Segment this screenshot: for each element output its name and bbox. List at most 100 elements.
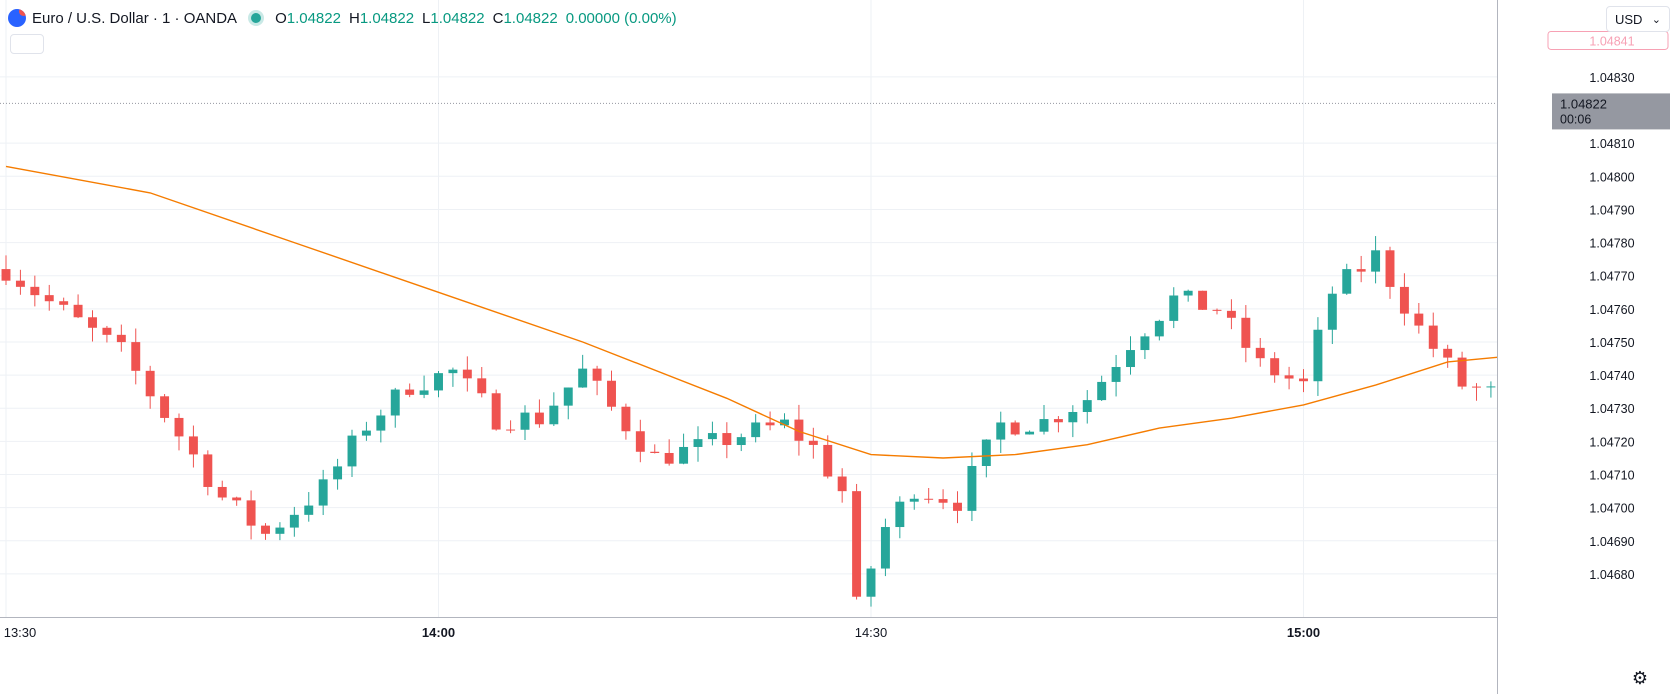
candle xyxy=(1111,354,1121,397)
candle-body xyxy=(1342,269,1352,294)
candle-body xyxy=(116,334,126,343)
low-value: 1.04822 xyxy=(430,9,485,27)
candle-body xyxy=(1097,381,1107,401)
candle-body xyxy=(59,301,69,305)
symbol-title[interactable]: Euro / U.S. Dollar · 1 · OANDA xyxy=(32,9,238,27)
candle-body xyxy=(1356,269,1366,272)
candle-body xyxy=(722,433,732,446)
candle xyxy=(1443,344,1453,368)
price-tick-label: 1.04700 xyxy=(1589,502,1634,516)
candle-body xyxy=(967,465,977,511)
candle xyxy=(1226,299,1236,330)
candle xyxy=(1270,352,1280,383)
candle xyxy=(909,494,919,510)
candle xyxy=(160,394,170,423)
candle-body xyxy=(160,396,170,418)
candle-body xyxy=(1226,310,1236,318)
candle-body xyxy=(246,500,256,526)
candle xyxy=(981,439,991,478)
candle-body xyxy=(1428,325,1438,349)
candle-body xyxy=(880,527,890,569)
candle-body xyxy=(924,498,934,500)
candle-body xyxy=(1126,350,1135,368)
time-axis-background xyxy=(0,617,1497,694)
candle xyxy=(261,523,270,540)
candle-body xyxy=(1111,367,1121,382)
candle-body xyxy=(1025,431,1035,435)
candle xyxy=(578,354,588,388)
chart-settings-button[interactable]: ⚙ xyxy=(1628,666,1652,690)
price-tick-label: 1.04710 xyxy=(1589,469,1634,483)
candles xyxy=(1,236,1678,607)
candle xyxy=(592,365,602,396)
candle xyxy=(1082,390,1092,424)
time-axis: 13:3014:0014:3015:0015:3016:0016:3017:00… xyxy=(0,617,1497,694)
market-status-icon[interactable] xyxy=(251,13,262,23)
price-tick-label: 1.04740 xyxy=(1589,369,1634,383)
candle xyxy=(1414,302,1424,334)
price-tick-label: 1.04780 xyxy=(1589,237,1634,251)
candle-body xyxy=(1443,348,1453,358)
price-axis: 1.04680 1.04690 1.04700 1.04710 1.04720 1.047… xyxy=(1497,0,1678,694)
candle-body xyxy=(1154,320,1164,337)
candle xyxy=(996,411,1006,453)
candle xyxy=(1154,319,1164,341)
candle xyxy=(347,429,357,477)
candle xyxy=(30,275,40,307)
candle xyxy=(1140,333,1150,360)
candle-body xyxy=(693,439,703,447)
price-tick-label: 1.04830 xyxy=(1589,71,1634,85)
candle-body xyxy=(823,444,833,477)
candle xyxy=(405,383,415,398)
candle xyxy=(44,284,54,311)
candle xyxy=(506,420,516,434)
candle-body xyxy=(751,422,761,438)
candle xyxy=(131,328,141,385)
candle-body xyxy=(736,437,746,446)
candle-body xyxy=(30,286,40,296)
candle xyxy=(664,439,674,466)
candle xyxy=(866,566,876,607)
candle xyxy=(1284,366,1294,390)
candle xyxy=(938,489,948,510)
candle xyxy=(621,403,631,440)
currency-selector[interactable]: USD ⌄ xyxy=(1606,6,1670,32)
close-label: C xyxy=(492,9,504,27)
candle-body xyxy=(938,499,948,503)
candle xyxy=(1428,312,1438,358)
candle-body xyxy=(73,304,83,318)
price-tick-label: 1.04810 xyxy=(1589,137,1634,151)
candle-body xyxy=(953,502,962,511)
candle xyxy=(188,425,198,468)
candle xyxy=(650,444,660,454)
candle-body xyxy=(664,452,674,464)
candle-body xyxy=(1371,250,1381,272)
candle-body xyxy=(1010,422,1020,435)
candle-body xyxy=(1212,309,1222,311)
candle-body xyxy=(1457,357,1467,387)
candle xyxy=(203,450,213,496)
candle-body xyxy=(895,501,905,528)
candle xyxy=(1241,305,1251,363)
candle xyxy=(736,433,746,452)
candle-body xyxy=(44,295,54,302)
candle xyxy=(1299,369,1308,393)
candle xyxy=(419,375,429,399)
price-tick-label: 1.04800 xyxy=(1589,170,1634,184)
candle-body xyxy=(145,370,155,397)
candle xyxy=(823,435,833,479)
moving-average-line xyxy=(5,165,1678,459)
high-value: 1.04822 xyxy=(359,9,415,27)
candle xyxy=(448,367,458,387)
candle-body xyxy=(131,342,141,371)
candle xyxy=(434,370,443,398)
candle-body xyxy=(1299,378,1308,382)
candle xyxy=(1198,290,1208,310)
legend-collapse-button[interactable] xyxy=(10,34,44,54)
candle xyxy=(1486,381,1496,398)
price-tick-label: 1.04720 xyxy=(1589,435,1634,449)
candle-body xyxy=(592,368,602,381)
candle xyxy=(924,487,934,504)
